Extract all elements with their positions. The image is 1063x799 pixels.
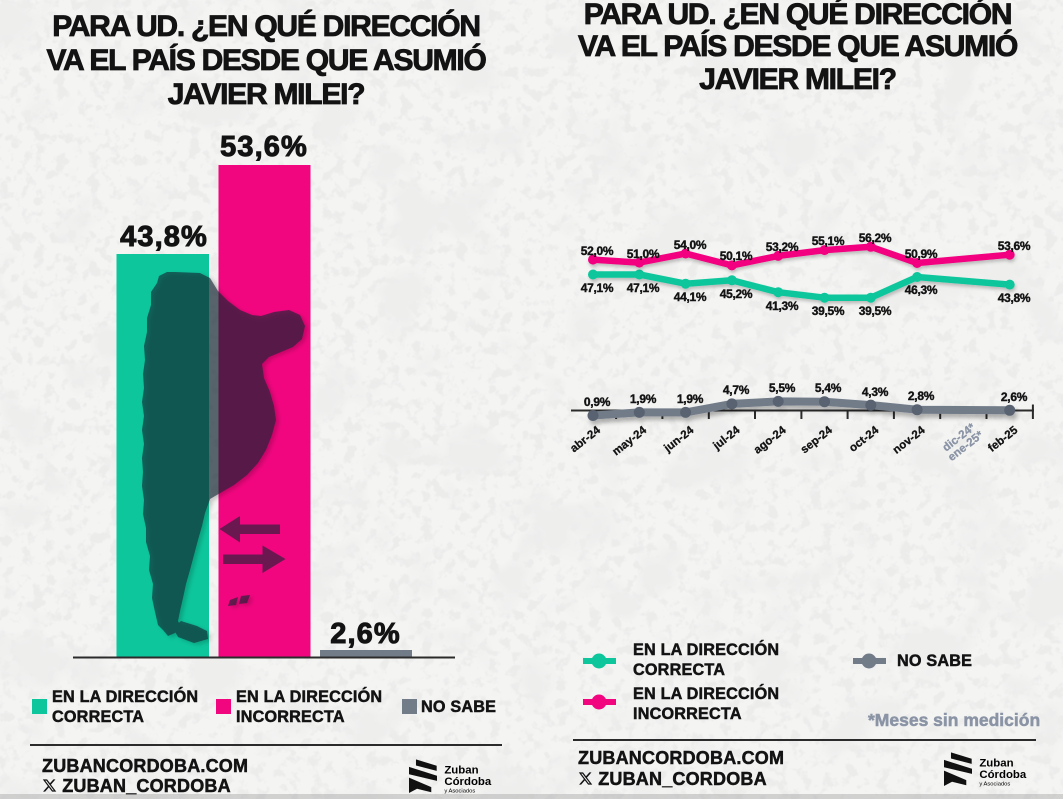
svg-text:y Asociados: y Asociados	[979, 781, 1010, 787]
svg-text:Córdoba: Córdoba	[444, 776, 492, 788]
svg-text:Zuban: Zuban	[444, 765, 478, 777]
svg-text:y Asociados: y Asociados	[444, 788, 475, 794]
svg-text:Zuban: Zuban	[979, 758, 1013, 770]
svg-text:Córdoba: Córdoba	[979, 769, 1027, 781]
